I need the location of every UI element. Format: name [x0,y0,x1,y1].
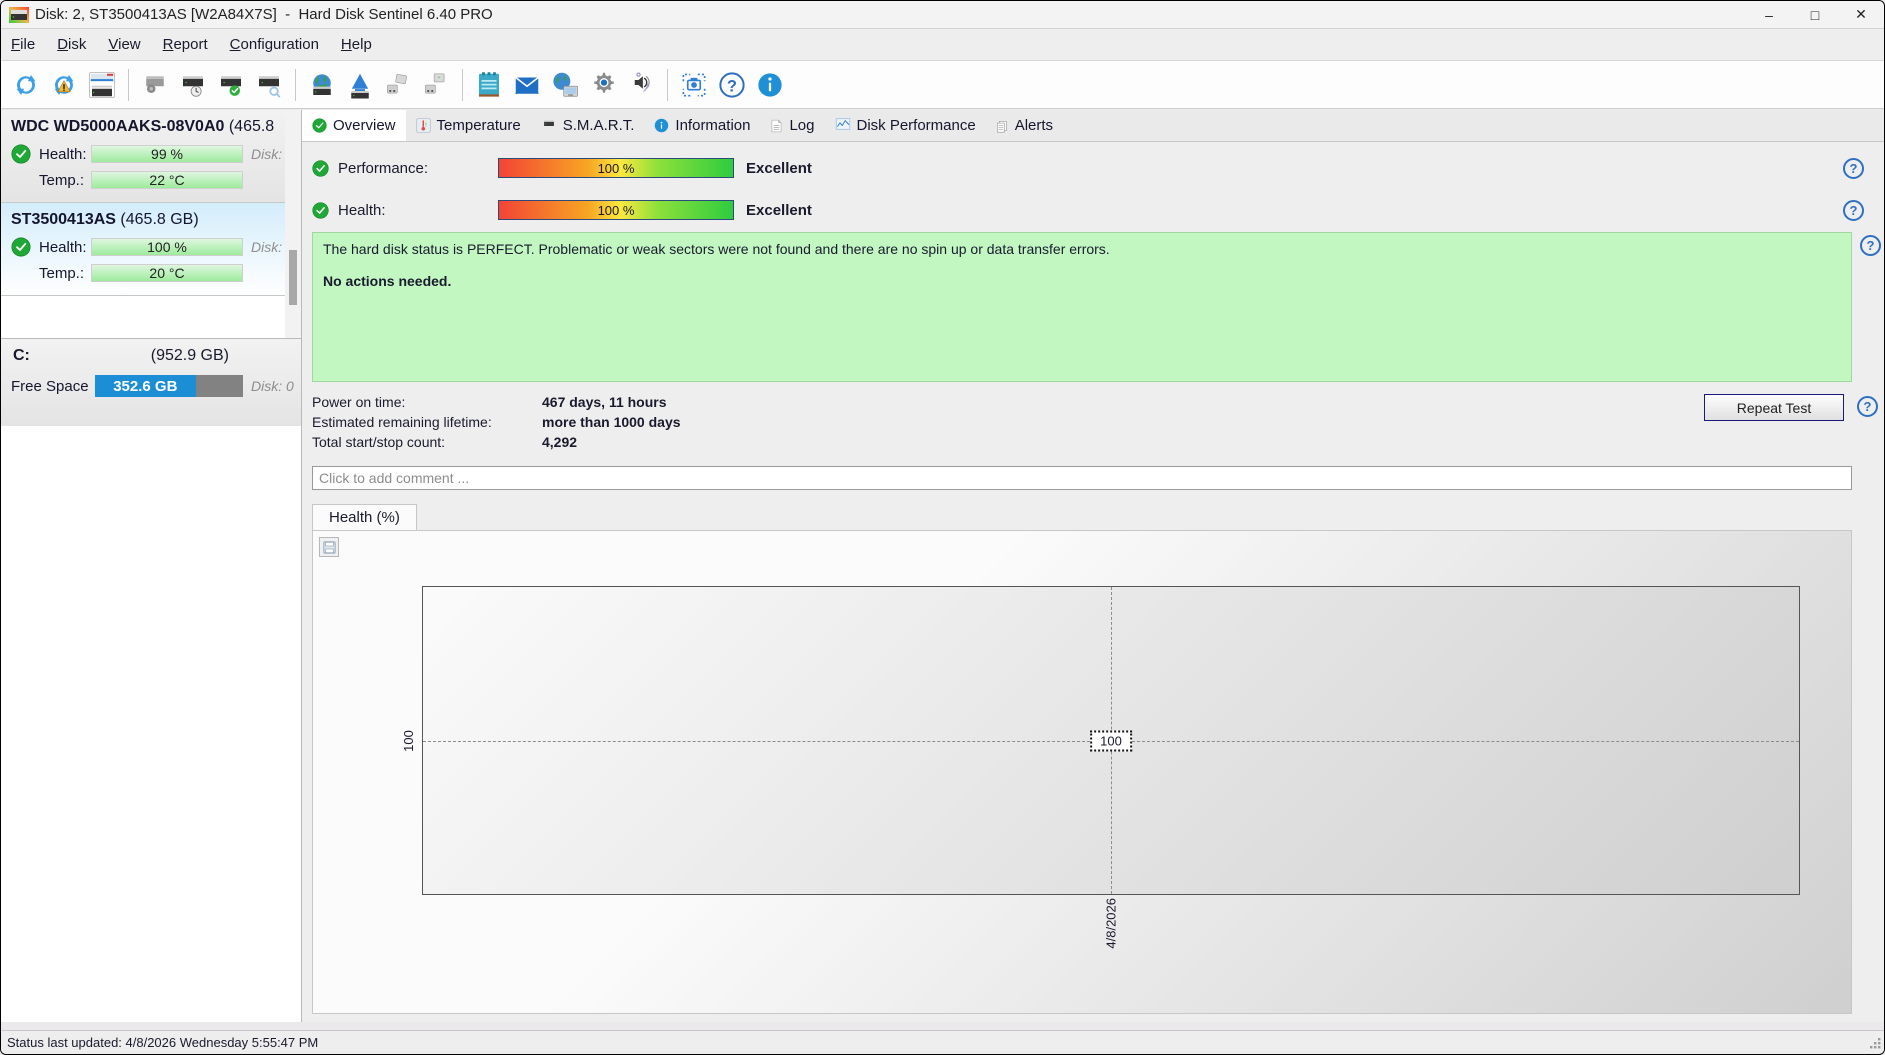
svg-text:?: ? [727,77,737,95]
